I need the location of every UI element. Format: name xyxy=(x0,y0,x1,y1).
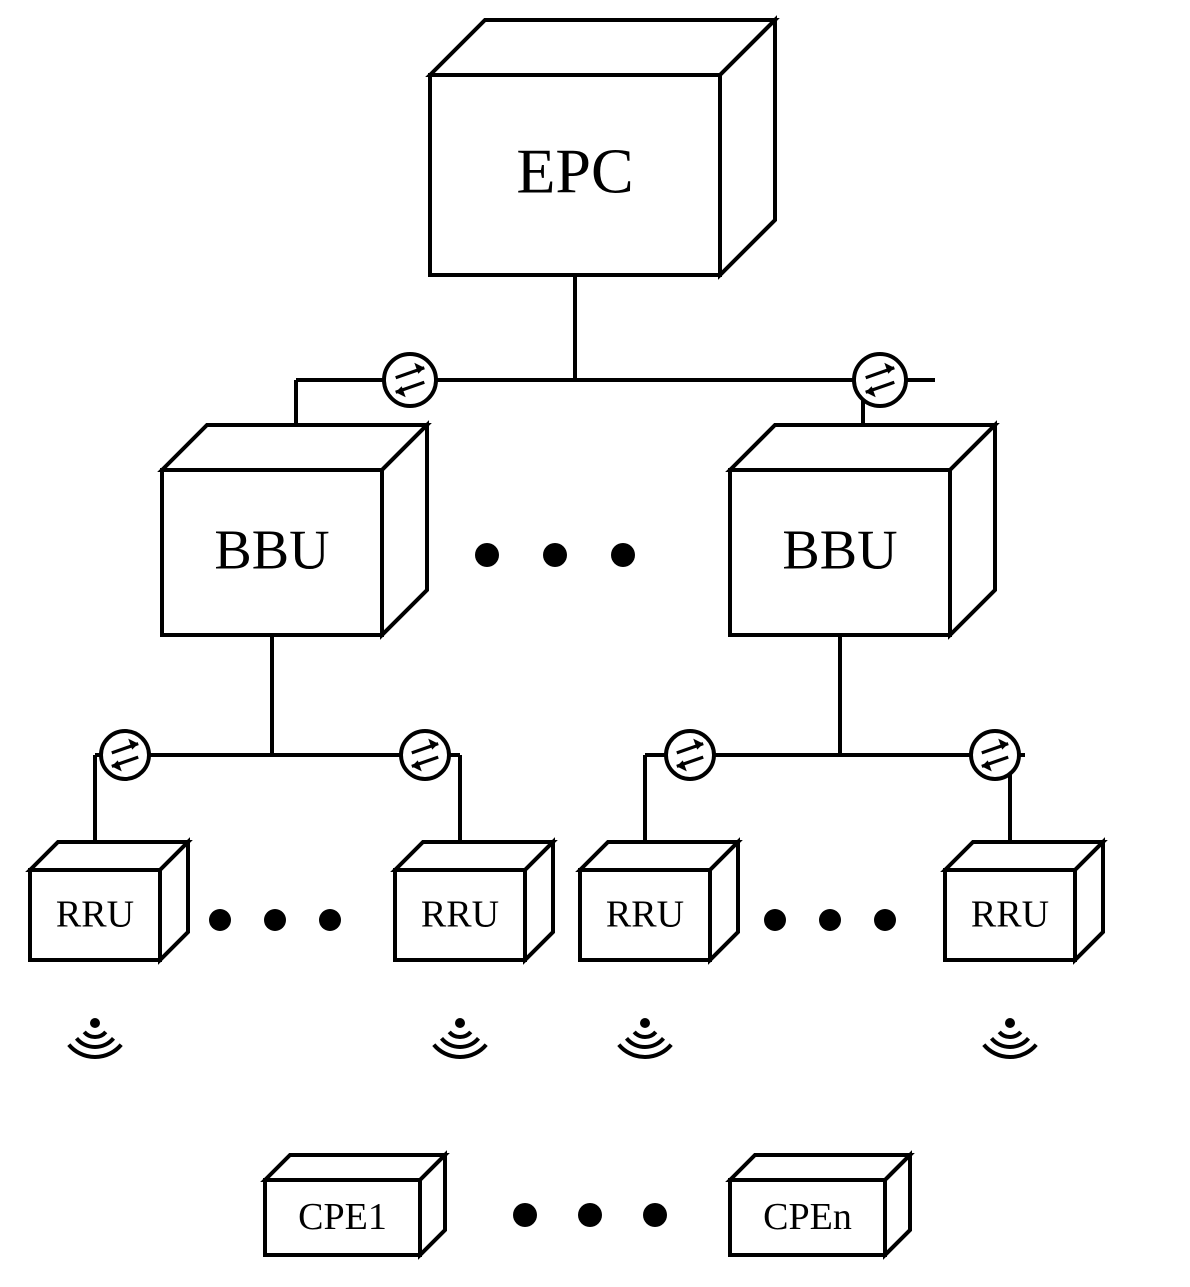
rru-1-box-label: RRU xyxy=(56,894,134,936)
cpe-n-box: CPEn xyxy=(730,1155,910,1255)
epc-box-label: EPC xyxy=(516,136,633,207)
cpe-n-box-label: CPEn xyxy=(763,1196,852,1238)
rru-3-box-label: RRU xyxy=(606,894,684,936)
rru-2-box: RRU xyxy=(395,842,553,960)
bbu-right-box-label: BBU xyxy=(782,519,897,581)
switch-icon-2 xyxy=(101,731,149,779)
rru-4-box-label: RRU xyxy=(971,894,1049,936)
rru-4-box: RRU xyxy=(945,842,1103,960)
switch-icon-0 xyxy=(384,354,436,406)
rru-3-box: RRU xyxy=(580,842,738,960)
wireless-icon-0 xyxy=(69,1018,121,1057)
wireless-icon-3 xyxy=(984,1018,1036,1057)
wireless-icon-1 xyxy=(434,1018,486,1057)
ellipsis-1 xyxy=(209,909,341,931)
ellipsis-2 xyxy=(764,909,896,931)
rru-2-box-label: RRU xyxy=(421,894,499,936)
epc-box: EPC xyxy=(430,20,775,275)
cpe-1-box-label: CPE1 xyxy=(298,1196,387,1238)
ellipsis-0 xyxy=(475,543,635,567)
cpe-1-box: CPE1 xyxy=(265,1155,445,1255)
switch-icon-4 xyxy=(666,731,714,779)
switch-icon-3 xyxy=(401,731,449,779)
ellipsis-3 xyxy=(513,1203,667,1227)
bbu-left-box: BBU xyxy=(162,425,427,635)
switch-icon-1 xyxy=(854,354,906,406)
rru-1-box: RRU xyxy=(30,842,188,960)
bbu-right-box: BBU xyxy=(730,425,995,635)
wireless-icon-2 xyxy=(619,1018,671,1057)
switch-icon-5 xyxy=(971,731,1019,779)
bbu-left-box-label: BBU xyxy=(214,519,329,581)
